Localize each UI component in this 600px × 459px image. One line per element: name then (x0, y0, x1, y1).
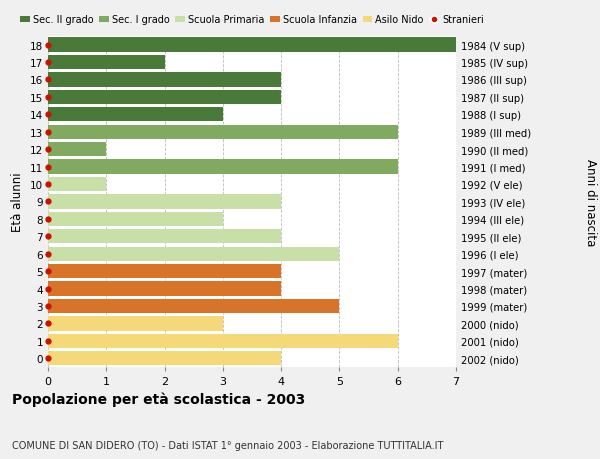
Bar (48, 108, 223, 122)
Bar (48, 143, 106, 157)
Bar (48, 247, 340, 261)
Bar (48, 352, 281, 366)
Bar (48, 195, 281, 209)
Bar (48, 317, 223, 331)
Bar (48, 56, 164, 70)
Bar (48, 264, 281, 279)
Bar (48, 38, 456, 52)
Bar (48, 230, 281, 244)
Bar (48, 160, 398, 174)
Bar (48, 73, 281, 87)
Bar (48, 299, 340, 313)
Bar (48, 125, 398, 140)
Bar (48, 282, 281, 296)
Text: Popolazione per età scolastica - 2003: Popolazione per età scolastica - 2003 (12, 392, 305, 406)
Bar (48, 334, 398, 348)
Y-axis label: Età alunni: Età alunni (11, 172, 25, 232)
Text: Anni di nascita: Anni di nascita (584, 158, 597, 246)
Legend: Sec. II grado, Sec. I grado, Scuola Primaria, Scuola Infanzia, Asilo Nido, Stran: Sec. II grado, Sec. I grado, Scuola Prim… (20, 15, 484, 25)
Text: COMUNE DI SAN DIDERO (TO) - Dati ISTAT 1° gennaio 2003 - Elaborazione TUTTITALIA: COMUNE DI SAN DIDERO (TO) - Dati ISTAT 1… (12, 440, 443, 450)
Bar (48, 90, 281, 105)
Bar (48, 212, 223, 226)
Bar (48, 178, 106, 192)
